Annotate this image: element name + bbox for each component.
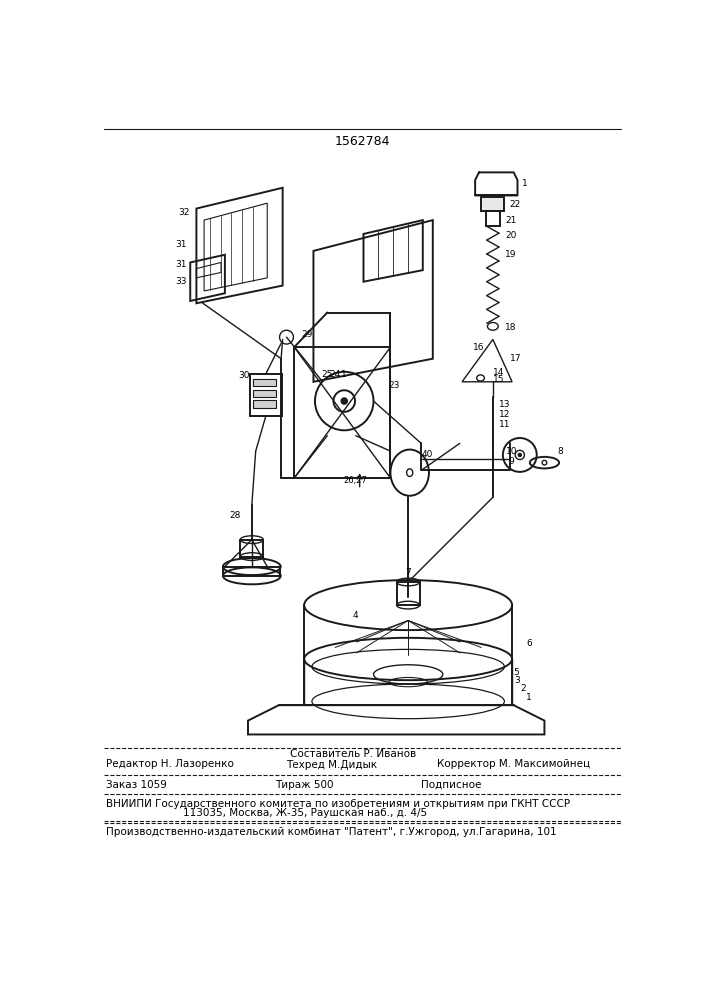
Bar xyxy=(253,379,276,386)
Text: 23: 23 xyxy=(389,381,400,390)
Bar xyxy=(253,400,276,408)
Bar xyxy=(294,347,390,478)
Text: 21: 21 xyxy=(505,216,516,225)
Text: 31: 31 xyxy=(175,240,187,249)
Circle shape xyxy=(341,398,347,404)
Text: 8: 8 xyxy=(557,447,563,456)
Bar xyxy=(481,197,504,211)
Text: 4: 4 xyxy=(353,611,358,620)
Text: 22: 22 xyxy=(510,200,521,209)
Text: ВНИИПИ Государственного комитета по изобретениям и открытиям при ГКНТ СССР: ВНИИПИ Государственного комитета по изоб… xyxy=(105,799,570,809)
Text: 26,27: 26,27 xyxy=(344,476,368,485)
Text: 1: 1 xyxy=(522,179,528,188)
Text: 14: 14 xyxy=(493,368,504,377)
Text: 25: 25 xyxy=(322,370,333,379)
Text: 24: 24 xyxy=(329,370,341,379)
Text: Редактор Н. Лазоренко: Редактор Н. Лазоренко xyxy=(105,759,233,769)
Text: 1: 1 xyxy=(526,693,532,702)
Text: 11: 11 xyxy=(498,420,510,429)
Text: 1: 1 xyxy=(341,370,347,379)
Text: 2: 2 xyxy=(520,684,526,693)
Text: Производственно-издательский комбинат "Патент", г.Ужгород, ул.Гагарина, 101: Производственно-издательский комбинат "П… xyxy=(105,827,556,837)
Text: 6: 6 xyxy=(526,639,532,648)
Text: 30: 30 xyxy=(238,371,250,380)
Text: Тираж 500: Тираж 500 xyxy=(275,780,334,790)
Text: 28: 28 xyxy=(229,511,240,520)
Text: 16: 16 xyxy=(473,343,485,352)
Text: 13: 13 xyxy=(498,400,510,409)
Bar xyxy=(253,389,276,397)
Bar xyxy=(223,567,281,576)
Text: 20: 20 xyxy=(505,231,516,240)
Bar xyxy=(486,211,500,226)
Text: Подписное: Подписное xyxy=(421,780,481,790)
Text: 17: 17 xyxy=(510,354,522,363)
Circle shape xyxy=(518,453,521,456)
Bar xyxy=(397,582,420,605)
Text: 3: 3 xyxy=(514,676,520,685)
Text: 10: 10 xyxy=(506,447,517,456)
Text: 12: 12 xyxy=(498,410,510,419)
Text: 19: 19 xyxy=(505,250,516,259)
Bar xyxy=(240,540,264,557)
Text: 33: 33 xyxy=(175,277,187,286)
Text: 18: 18 xyxy=(505,323,516,332)
Text: 5: 5 xyxy=(513,668,519,677)
Text: 9: 9 xyxy=(508,457,514,466)
Text: Техред М.Дидык: Техред М.Дидык xyxy=(286,759,378,770)
Text: 113035, Москва, Ж-35, Раушская наб., д. 4/5: 113035, Москва, Ж-35, Раушская наб., д. … xyxy=(182,808,426,818)
Text: 7: 7 xyxy=(405,568,411,577)
Text: Корректор М. Максимойнец: Корректор М. Максимойнец xyxy=(437,759,590,769)
Text: 29: 29 xyxy=(302,330,313,339)
Text: Составитель Р. Иванов: Составитель Р. Иванов xyxy=(291,749,416,759)
Text: 15: 15 xyxy=(493,375,504,384)
Text: Заказ 1059: Заказ 1059 xyxy=(105,780,166,790)
Text: 31: 31 xyxy=(175,260,187,269)
Text: 40: 40 xyxy=(421,450,433,459)
Bar xyxy=(250,374,282,416)
Text: 32: 32 xyxy=(178,208,189,217)
Text: 1562784: 1562784 xyxy=(335,135,390,148)
